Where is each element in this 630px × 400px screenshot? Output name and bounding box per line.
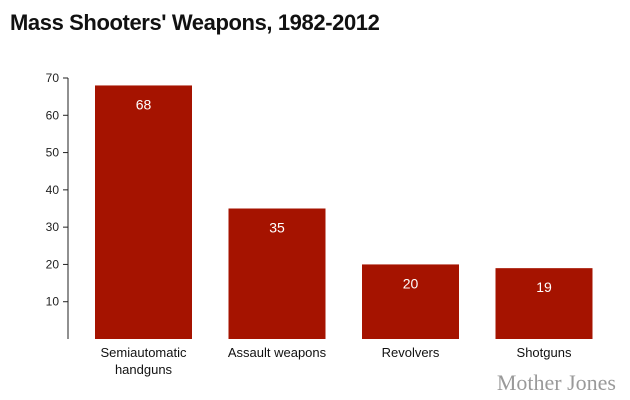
category-labels: Semiautomatic handguns Assault weapons Revo… xyxy=(101,345,572,377)
y-tick-label: 50 xyxy=(46,146,60,160)
y-tick-label: 30 xyxy=(46,220,60,234)
y-tick-label: 20 xyxy=(46,257,60,271)
bar-value-label: 20 xyxy=(403,275,419,291)
y-tick-label: 70 xyxy=(46,71,60,85)
bar-value-labels: 68 35 20 19 xyxy=(136,96,552,295)
bar-value-label: 35 xyxy=(269,220,285,236)
bar xyxy=(95,85,192,339)
y-tick-label: 60 xyxy=(46,108,60,122)
bars xyxy=(95,85,593,339)
category-label: handguns xyxy=(115,362,173,377)
bar xyxy=(362,264,459,339)
category-label: Assault weapons xyxy=(228,345,327,360)
bar xyxy=(228,208,326,339)
category-label: Shotguns xyxy=(517,345,572,360)
bar-value-label: 19 xyxy=(536,279,552,295)
mother-jones-logo: Mother Jones xyxy=(496,370,616,395)
y-tick-label: 10 xyxy=(46,295,60,309)
category-label: Semiautomatic xyxy=(101,345,187,360)
y-tick-label: 40 xyxy=(46,183,60,197)
y-axis-ticks: 10 20 30 40 50 60 70 xyxy=(46,71,68,309)
bar xyxy=(495,268,593,339)
category-label: Revolvers xyxy=(382,345,440,360)
chart-title: Mass Shooters' Weapons, 1982-2012 xyxy=(10,10,380,35)
bar-value-label: 68 xyxy=(136,96,152,112)
